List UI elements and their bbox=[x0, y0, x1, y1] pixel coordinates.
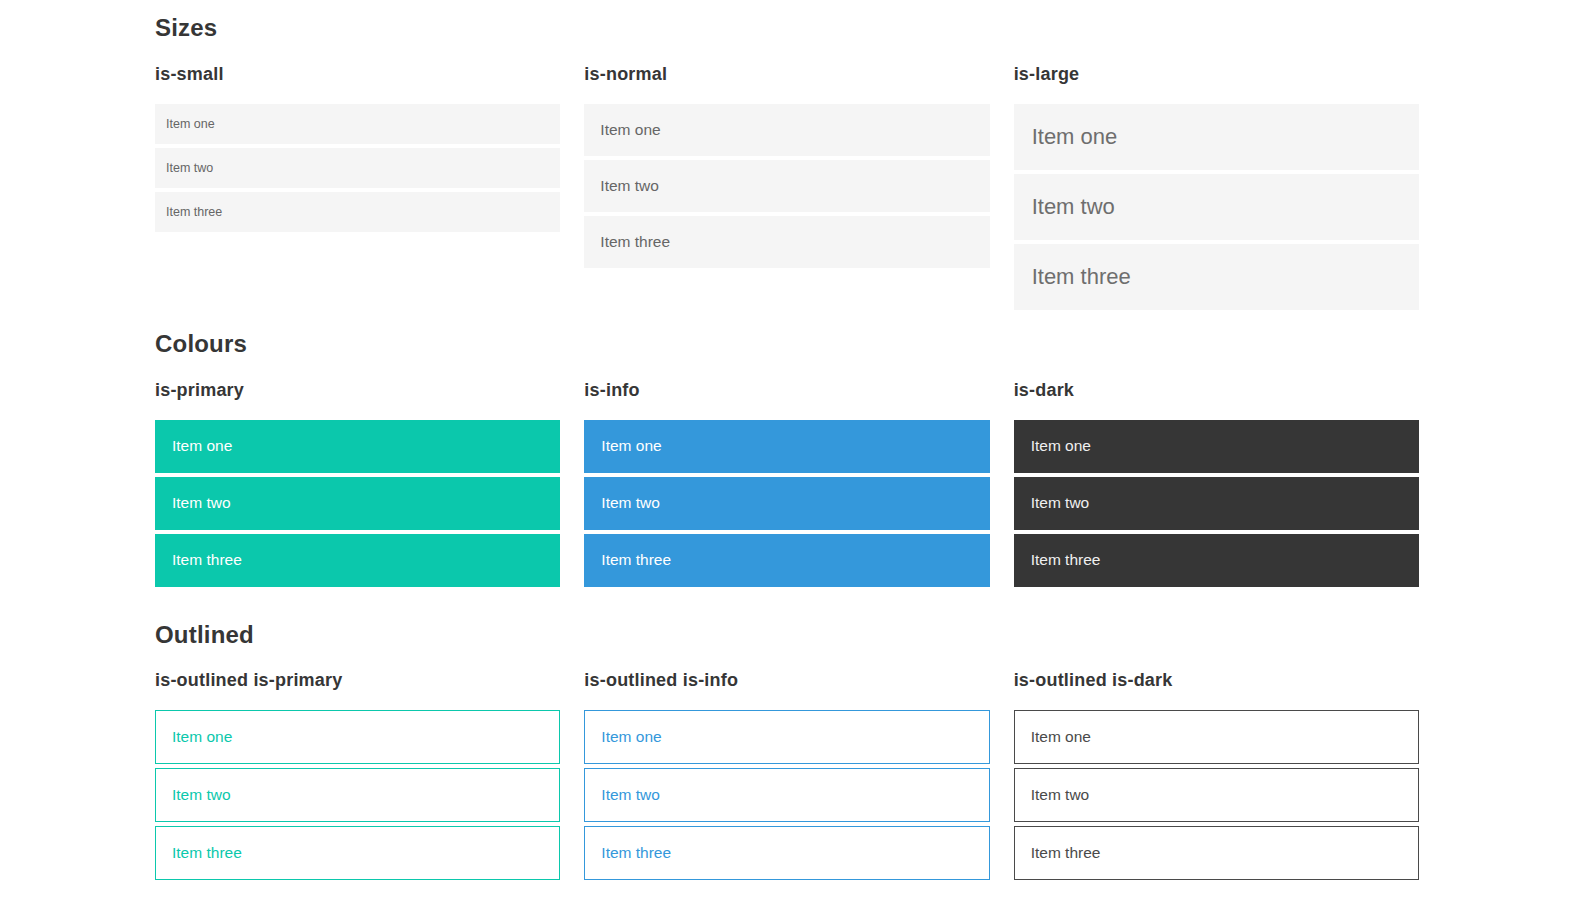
section-sizes: Sizes is-small Item one Item two Item th… bbox=[155, 14, 1419, 310]
list-outlined-info: Item one Item two Item three bbox=[584, 710, 989, 880]
variant-is-small: is-small Item one Item two Item three bbox=[155, 43, 560, 232]
section-title-outlined: Outlined bbox=[155, 621, 1419, 650]
sizes-grid: is-small Item one Item two Item three is… bbox=[155, 43, 1419, 310]
section-outlined: Outlined is-outlined is-primary Item one… bbox=[155, 621, 1419, 881]
list-item[interactable]: Item one bbox=[584, 104, 989, 156]
variant-is-large: is-large Item one Item two Item three bbox=[1014, 43, 1419, 310]
list-item[interactable]: Item three bbox=[155, 192, 560, 232]
variant-title: is-normal bbox=[584, 63, 989, 85]
list-item[interactable]: Item one bbox=[584, 420, 989, 473]
list-is-normal: Item one Item two Item three bbox=[584, 104, 989, 268]
variant-outlined-primary: is-outlined is-primary Item one Item two… bbox=[155, 649, 560, 880]
variant-title: is-primary bbox=[155, 379, 560, 401]
list-item[interactable]: Item one bbox=[155, 710, 560, 764]
list-is-primary: Item one Item two Item three bbox=[155, 420, 560, 587]
list-item[interactable]: Item two bbox=[1014, 768, 1419, 822]
variant-title: is-large bbox=[1014, 63, 1419, 85]
variant-is-primary: is-primary Item one Item two Item three bbox=[155, 359, 560, 591]
list-outlined-primary: Item one Item two Item three bbox=[155, 710, 560, 880]
list-item[interactable]: Item three bbox=[155, 534, 560, 587]
variant-is-dark: is-dark Item one Item two Item three bbox=[1014, 359, 1419, 591]
list-item[interactable]: Item two bbox=[584, 160, 989, 212]
list-item[interactable]: Item three bbox=[584, 826, 989, 880]
outlined-grid: is-outlined is-primary Item one Item two… bbox=[155, 649, 1419, 880]
variant-is-normal: is-normal Item one Item two Item three bbox=[584, 43, 989, 268]
list-item[interactable]: Item one bbox=[155, 104, 560, 144]
variant-title: is-info bbox=[584, 379, 989, 401]
variant-outlined-dark: is-outlined is-dark Item one Item two It… bbox=[1014, 649, 1419, 880]
section-title-colours: Colours bbox=[155, 330, 1419, 359]
section-title-sizes: Sizes bbox=[155, 14, 1419, 43]
colours-grid: is-primary Item one Item two Item three … bbox=[155, 359, 1419, 591]
list-outlined-dark: Item one Item two Item three bbox=[1014, 710, 1419, 880]
variant-is-info: is-info Item one Item two Item three bbox=[584, 359, 989, 591]
page-content: Sizes is-small Item one Item two Item th… bbox=[155, 14, 1419, 880]
list-item[interactable]: Item three bbox=[584, 534, 989, 587]
list-item[interactable]: Item one bbox=[1014, 420, 1419, 473]
variant-title: is-small bbox=[155, 63, 560, 85]
list-item[interactable]: Item one bbox=[584, 710, 989, 764]
list-item[interactable]: Item two bbox=[1014, 477, 1419, 530]
list-is-small: Item one Item two Item three bbox=[155, 104, 560, 232]
list-item[interactable]: Item two bbox=[584, 768, 989, 822]
list-item[interactable]: Item two bbox=[1014, 174, 1419, 240]
list-item[interactable]: Item three bbox=[1014, 244, 1419, 310]
list-item[interactable]: Item two bbox=[155, 477, 560, 530]
variant-title: is-outlined is-primary bbox=[155, 669, 560, 691]
variant-title: is-outlined is-dark bbox=[1014, 669, 1419, 691]
variant-title: is-outlined is-info bbox=[584, 669, 989, 691]
list-item[interactable]: Item two bbox=[155, 148, 560, 188]
variant-title: is-dark bbox=[1014, 379, 1419, 401]
list-item[interactable]: Item two bbox=[155, 768, 560, 822]
list-item[interactable]: Item one bbox=[155, 420, 560, 473]
list-item[interactable]: Item three bbox=[1014, 534, 1419, 587]
list-item[interactable]: Item one bbox=[1014, 710, 1419, 764]
list-is-dark: Item one Item two Item three bbox=[1014, 420, 1419, 587]
list-item[interactable]: Item three bbox=[1014, 826, 1419, 880]
list-is-info: Item one Item two Item three bbox=[584, 420, 989, 587]
list-item[interactable]: Item three bbox=[155, 826, 560, 880]
section-colours: Colours is-primary Item one Item two Ite… bbox=[155, 330, 1419, 591]
list-item[interactable]: Item two bbox=[584, 477, 989, 530]
list-item[interactable]: Item one bbox=[1014, 104, 1419, 170]
list-item[interactable]: Item three bbox=[584, 216, 989, 268]
list-is-large: Item one Item two Item three bbox=[1014, 104, 1419, 310]
variant-outlined-info: is-outlined is-info Item one Item two It… bbox=[584, 649, 989, 880]
